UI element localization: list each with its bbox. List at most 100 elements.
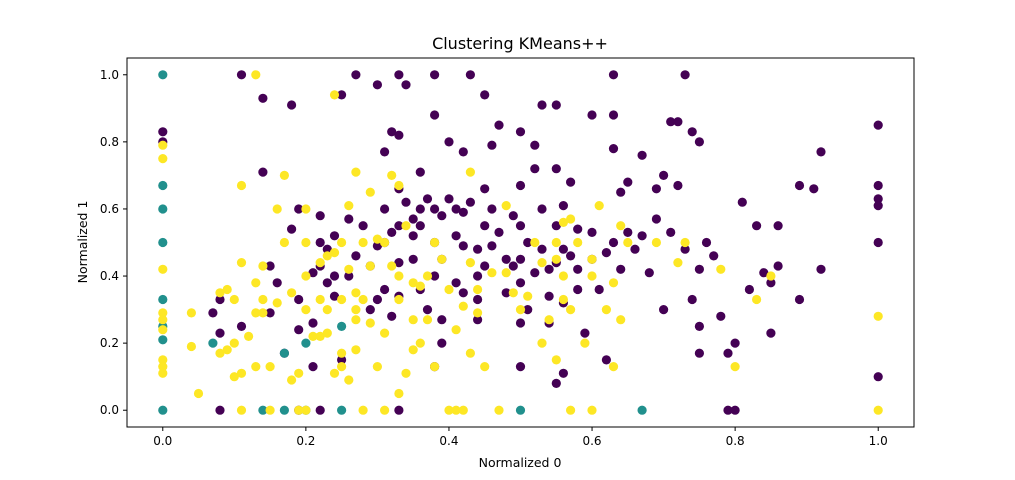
data-point-cluster-0 <box>773 261 783 271</box>
x-tick-label: 0.8 <box>726 434 745 448</box>
data-point-cluster-0 <box>208 308 218 318</box>
data-point-cluster-2 <box>566 405 576 415</box>
data-point-cluster-2 <box>294 368 304 378</box>
x-axis-label: Normalized 0 <box>479 455 562 470</box>
data-point-cluster-2 <box>566 305 576 315</box>
data-point-cluster-2 <box>473 284 483 295</box>
data-point-cluster-2 <box>523 291 533 301</box>
data-point-cluster-2 <box>229 372 239 382</box>
data-point-cluster-0 <box>766 328 776 338</box>
data-point-cluster-2 <box>587 271 597 281</box>
data-point-cluster-0 <box>773 221 783 231</box>
data-point-cluster-2 <box>651 237 662 248</box>
data-point-cluster-2 <box>193 388 204 399</box>
data-point-cluster-2 <box>394 388 404 399</box>
data-point-cluster-2 <box>594 201 604 211</box>
data-point-cluster-0 <box>387 127 397 137</box>
data-point-cluster-2 <box>437 254 447 264</box>
data-point-cluster-0 <box>794 294 805 305</box>
data-point-cluster-0 <box>594 284 604 295</box>
points-layer <box>158 70 883 415</box>
data-point-cluster-2 <box>258 294 268 305</box>
data-point-cluster-0 <box>372 241 382 251</box>
data-point-cluster-0 <box>816 264 826 274</box>
data-point-cluster-0 <box>873 372 883 382</box>
data-point-cluster-0 <box>308 268 318 278</box>
data-point-cluster-2 <box>301 237 311 248</box>
data-point-cluster-0 <box>573 284 583 295</box>
data-point-cluster-0 <box>873 201 883 211</box>
data-point-cluster-2 <box>380 237 390 248</box>
data-point-cluster-2 <box>315 258 325 268</box>
data-point-cluster-0 <box>322 244 332 254</box>
data-point-cluster-2 <box>487 268 497 278</box>
data-point-cluster-0 <box>544 291 554 301</box>
data-point-cluster-0 <box>394 130 404 140</box>
data-point-cluster-0 <box>430 70 440 80</box>
data-point-cluster-2 <box>344 201 354 211</box>
data-point-cluster-2 <box>501 268 511 278</box>
data-point-cluster-0 <box>315 237 325 248</box>
data-point-cluster-0 <box>258 167 268 177</box>
data-point-cluster-0 <box>651 184 662 194</box>
data-point-cluster-2 <box>301 305 311 315</box>
data-point-cluster-2 <box>608 278 619 288</box>
data-point-cluster-2 <box>616 315 626 325</box>
data-point-cluster-2 <box>465 167 475 177</box>
data-point-cluster-2 <box>251 278 261 288</box>
data-point-cluster-2 <box>380 328 390 338</box>
data-point-cluster-2 <box>265 405 275 415</box>
data-point-cluster-2 <box>537 338 547 348</box>
data-point-cluster-0 <box>308 362 318 372</box>
data-point-cluster-2 <box>215 348 225 358</box>
data-point-cluster-2 <box>573 237 583 248</box>
data-point-cluster-0 <box>380 204 390 214</box>
data-point-cluster-0 <box>616 264 626 274</box>
data-point-cluster-0 <box>387 227 397 237</box>
y-axis-label: Normalized 1 <box>75 201 90 284</box>
data-point-cluster-0 <box>680 244 690 254</box>
data-point-cluster-0 <box>515 362 526 372</box>
data-point-cluster-1 <box>158 180 168 191</box>
data-point-cluster-2 <box>480 362 490 372</box>
data-point-cluster-0 <box>387 311 397 321</box>
data-point-cluster-1 <box>279 405 289 415</box>
y-tick-label: 0.4 <box>100 269 119 283</box>
data-point-cluster-2 <box>351 305 361 315</box>
y-tick-label: 0.8 <box>100 135 119 149</box>
data-point-cluster-0 <box>408 254 418 264</box>
data-point-cluster-0 <box>258 93 268 103</box>
data-point-cluster-0 <box>537 204 547 214</box>
data-point-cluster-2 <box>287 288 297 298</box>
data-point-cluster-2 <box>544 315 554 325</box>
y-tick-label: 0.6 <box>100 202 119 216</box>
data-point-cluster-2 <box>458 405 468 415</box>
data-point-cluster-0 <box>372 80 382 90</box>
data-point-cluster-0 <box>465 197 475 207</box>
data-point-cluster-0 <box>294 204 304 214</box>
data-point-cluster-2 <box>329 248 340 258</box>
data-point-cluster-0 <box>451 278 461 288</box>
data-point-cluster-0 <box>501 254 511 264</box>
x-tick-label: 1.0 <box>869 434 888 448</box>
data-point-cluster-2 <box>158 355 168 365</box>
data-point-cluster-0 <box>265 261 275 271</box>
data-point-cluster-0 <box>623 227 633 237</box>
data-point-cluster-0 <box>580 328 590 338</box>
data-point-cluster-0 <box>558 201 569 211</box>
data-point-cluster-2 <box>365 187 375 197</box>
data-point-cluster-0 <box>408 231 418 241</box>
data-point-cluster-2 <box>322 328 332 338</box>
data-point-cluster-0 <box>265 308 275 318</box>
data-point-cluster-2 <box>222 345 232 355</box>
data-point-cluster-0 <box>558 244 569 254</box>
data-point-cluster-2 <box>251 70 261 80</box>
data-point-cluster-2 <box>387 170 397 180</box>
data-point-cluster-0 <box>487 241 497 251</box>
data-point-cluster-1 <box>337 321 347 331</box>
data-point-cluster-2 <box>530 237 540 248</box>
data-point-cluster-2 <box>186 341 196 352</box>
data-point-cluster-0 <box>515 278 526 288</box>
data-point-cluster-0 <box>308 318 318 328</box>
